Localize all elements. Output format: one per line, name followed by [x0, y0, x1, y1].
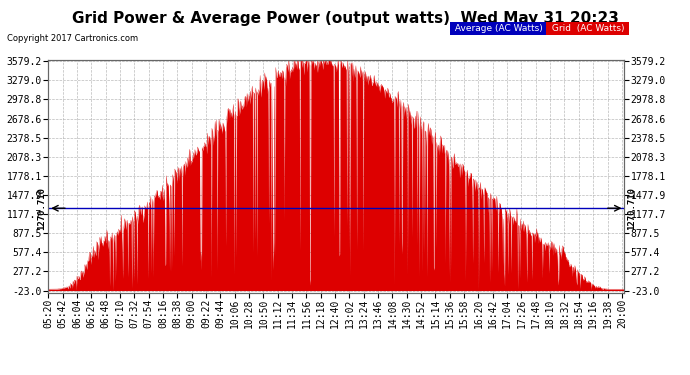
Text: 1270.710: 1270.710	[627, 187, 636, 230]
Text: 1270.710: 1270.710	[37, 187, 46, 230]
Text: Copyright 2017 Cartronics.com: Copyright 2017 Cartronics.com	[7, 34, 138, 43]
Text: Average (AC Watts): Average (AC Watts)	[452, 24, 546, 33]
Text: Grid  (AC Watts): Grid (AC Watts)	[549, 24, 627, 33]
Text: Grid Power & Average Power (output watts)  Wed May 31 20:23: Grid Power & Average Power (output watts…	[72, 11, 618, 26]
